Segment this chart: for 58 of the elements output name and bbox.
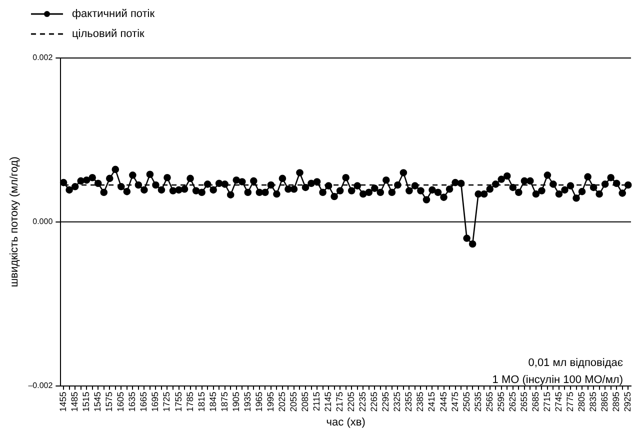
- x-tick-label: 2265: [369, 392, 380, 412]
- x-tick-label: 2715: [542, 392, 552, 412]
- legend-label: фактичний потік: [72, 8, 155, 20]
- x-tick-label: 2475: [450, 392, 460, 412]
- x-tick-label: 2385: [415, 392, 426, 412]
- x-tick-label: 1545: [92, 392, 103, 412]
- x-tick-label: 1695: [150, 392, 160, 412]
- x-tick-label: 1815: [196, 392, 206, 412]
- x-tick-label: 1905: [230, 392, 241, 412]
- x-tick-label: 2835: [588, 392, 598, 412]
- x-tick-label: 2745: [553, 392, 564, 412]
- x-tick-label: 1875: [219, 392, 230, 412]
- x-tick-label: 2445: [438, 392, 448, 412]
- y-tick-label: 0.000: [32, 217, 54, 226]
- x-tick-label: 2325: [392, 392, 402, 412]
- x-tick-label: 2415: [426, 392, 437, 412]
- x-tick-label: 2235: [358, 392, 368, 412]
- x-tick-label: 2085: [300, 392, 310, 412]
- x-tick-label: 1485: [70, 392, 80, 412]
- x-tick-label: 1785: [184, 392, 195, 412]
- x-tick-label: 1665: [138, 392, 149, 412]
- x-tick-label: 2625: [507, 392, 518, 412]
- x-tick-label: 1515: [81, 392, 92, 412]
- x-tick-label: 2595: [496, 392, 506, 412]
- x-axis-title: час (хв): [326, 416, 366, 428]
- x-tick-label: 1635: [127, 392, 138, 412]
- x-tick-label: 1995: [265, 392, 276, 412]
- x-tick-label: 2805: [576, 392, 587, 412]
- x-tick-label: 1755: [173, 392, 184, 412]
- x-tick-label: 2565: [484, 392, 494, 412]
- annotation: 0,01 мл відповідає 1 МО (інсулін 100 МО/мл): [492, 356, 623, 388]
- x-tick-label: 1845: [208, 392, 218, 412]
- x-tick-label: 2055: [288, 392, 298, 412]
- x-tick-label: 2865: [600, 392, 610, 412]
- legend-label: цільовий потік: [72, 28, 144, 40]
- x-tick-label: 2535: [472, 392, 483, 412]
- x-tick-label: 1575: [104, 392, 114, 412]
- x-tick-label: 2505: [461, 392, 472, 412]
- x-tick-label: 2895: [611, 392, 622, 412]
- x-tick-label: 1455: [58, 392, 68, 412]
- y-axis-title: швидкість потоку (мл/год): [8, 156, 21, 288]
- x-tick-label: 2775: [564, 392, 575, 412]
- y-tick-label: –0.002: [28, 380, 54, 390]
- x-tick-label: 2115: [312, 392, 322, 412]
- x-tick-label: 2925: [622, 392, 633, 412]
- x-tick-label: 1935: [242, 392, 252, 412]
- y-tick-label: 0.002: [32, 53, 54, 62]
- x-tick-label: 1605: [116, 392, 126, 412]
- x-tick-label: 2295: [380, 392, 391, 412]
- x-tick-label: 2025: [276, 392, 287, 412]
- x-tick-label: 2205: [346, 392, 356, 412]
- x-tick-label: 2145: [323, 392, 334, 412]
- x-tick-label: 2175: [334, 392, 345, 412]
- x-tick-label: 2655: [518, 392, 529, 412]
- x-tick-label: 1725: [162, 392, 172, 412]
- x-tick-label: 2355: [404, 392, 414, 412]
- x-tick-label: 2685: [530, 392, 540, 412]
- x-tick-label: 1965: [254, 392, 264, 412]
